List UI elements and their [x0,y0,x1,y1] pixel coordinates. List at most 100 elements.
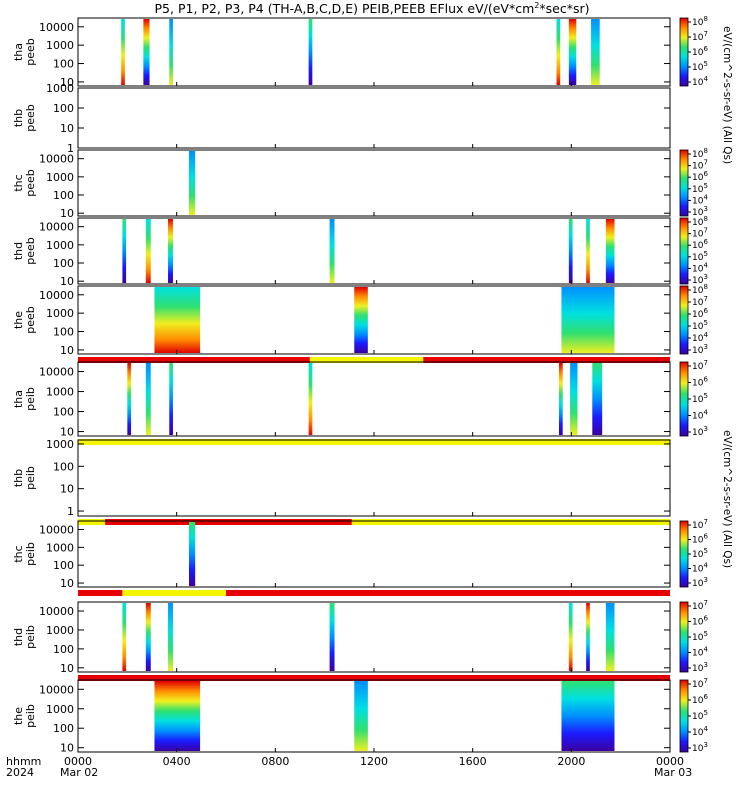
colorbar [679,217,689,285]
spectrogram-interval [570,363,578,435]
quality-flag-bar [105,519,352,525]
colorbar-label-peeb: eV/(cm^2-s-sr-eV) (All Qs) [721,26,733,164]
y-tick-label: 10 [60,483,74,496]
panel-frame [77,601,671,673]
spectrogram-interval [605,219,615,283]
panel-ylabel-probe: thb [12,109,25,127]
y-tick-label: 1000 [46,541,74,554]
y-tick-label: 10000 [39,289,74,302]
quality-flag-bar [78,519,106,525]
spectrogram-interval [189,522,196,586]
spectrogram-interval [154,287,201,353]
y-tick-label: 10 [60,207,74,220]
quality-flag-bar [78,590,123,596]
y-tick-label: 100 [53,406,74,419]
quality-flag-bar [78,675,670,681]
spectrogram-interval [308,19,313,85]
y-tick-label: 10 [60,577,74,590]
colorbar-tick-label: 105 [692,60,708,73]
colorbar-tick-label: 104 [692,331,708,344]
quality-flag-bar [122,590,226,596]
colorbar-tick-label: 103 [692,576,708,589]
spectrogram-interval [568,603,573,671]
colorbar-tick-label: 108 [692,147,708,160]
colorbar-tick-label: 106 [692,307,708,320]
spectrogram-interval [591,19,600,85]
y-tick-label: 1000 [46,171,74,184]
panel-frame [77,17,671,87]
colorbar-tick-label: 107 [692,30,708,43]
colorbar-tick-label: 105 [692,709,708,722]
quality-flag-bar [309,357,424,363]
y-tick-label: 100 [53,102,74,115]
colorbar-tick-label: 107 [692,359,708,372]
spectrogram-interval [308,363,313,435]
spectrogram-interval [145,603,151,671]
colorbar-tick-label: 105 [692,392,708,405]
x-tick-label: 0800 [261,755,289,768]
y-tick-label: 100 [53,326,74,339]
spectrogram-interval [169,19,173,85]
spectrogram-interval [586,219,590,283]
colorbar [679,285,689,355]
panel-ylabel-product: peib [24,542,37,566]
y-tick-label: 100 [53,58,74,71]
colorbar-tick-label: 104 [692,75,708,88]
y-tick-label: 100 [53,559,74,572]
spectrogram-interval [568,219,573,283]
spectrogram-interval [122,219,127,283]
colorbar-tick-label: 108 [692,15,708,28]
panel-ylabel-product: peeb [24,237,37,265]
x-axis-year-label: 2024 [6,766,34,779]
y-tick-label: 1000 [46,39,74,52]
colorbar-tick-label: 104 [692,409,708,422]
y-tick-label: 10000 [39,221,74,234]
panel-frame [77,520,671,588]
x-tick-label: 1200 [360,755,388,768]
colorbar-label-peib: eV/(cm^2-s-sr-eV) (All Qs) [721,430,733,568]
colorbar-tick-label: 103 [692,343,708,356]
colorbar [679,520,689,588]
y-tick-label: 10 [60,122,74,135]
x-tick-label: 0400 [163,755,191,768]
quality-flag-bar [78,439,670,445]
x-tick-label: 1600 [459,755,487,768]
colorbar-tick-label: 108 [692,283,708,296]
y-tick-label: 10000 [39,21,74,34]
spectrogram-interval [561,287,615,353]
quality-flag-bar [351,519,670,525]
panel-ylabel-product: peib [24,466,37,490]
panel-ylabel-product: peeb [24,306,37,334]
spectrogram-interval [329,603,335,671]
panel-frame [77,361,671,437]
spectrogram-interval [143,19,150,85]
colorbar-tick-label: 105 [692,319,708,332]
panel-ylabel-probe: thb [12,469,25,487]
spectrogram-interval [605,603,615,671]
spectrogram-interval [154,681,201,751]
panel-ylabel-product: peib [24,625,37,649]
quality-flag-bar [226,590,670,596]
colorbar-tick-label: 104 [692,646,708,659]
colorbar-tick-label: 106 [692,238,708,251]
colorbar-tick-label: 107 [692,518,708,531]
colorbar-tick-label: 104 [692,193,708,206]
y-tick-label: 10000 [39,524,74,537]
colorbar-tick-label: 106 [692,615,708,628]
colorbar-tick-label: 104 [692,261,708,274]
y-tick-label: 1000 [46,239,74,252]
spectrogram-interval [354,681,368,751]
spectrogram-interval [568,19,577,85]
colorbar-tick-label: 107 [692,599,708,612]
y-tick-label: 10000 [39,605,74,618]
spectrogram-interval [168,219,173,283]
colorbar-tick-label: 103 [692,273,708,286]
colorbar-tick-label: 103 [692,425,708,438]
panel-ylabel-product: peeb [24,38,37,66]
spectrogram-interval [329,219,335,283]
panel-ylabel-probe: tha [12,390,25,408]
panel-ylabel-probe: thc [12,174,25,191]
y-tick-label: 10 [60,76,74,89]
quality-flag-bar [423,357,670,363]
spectrogram-interval [189,151,196,215]
